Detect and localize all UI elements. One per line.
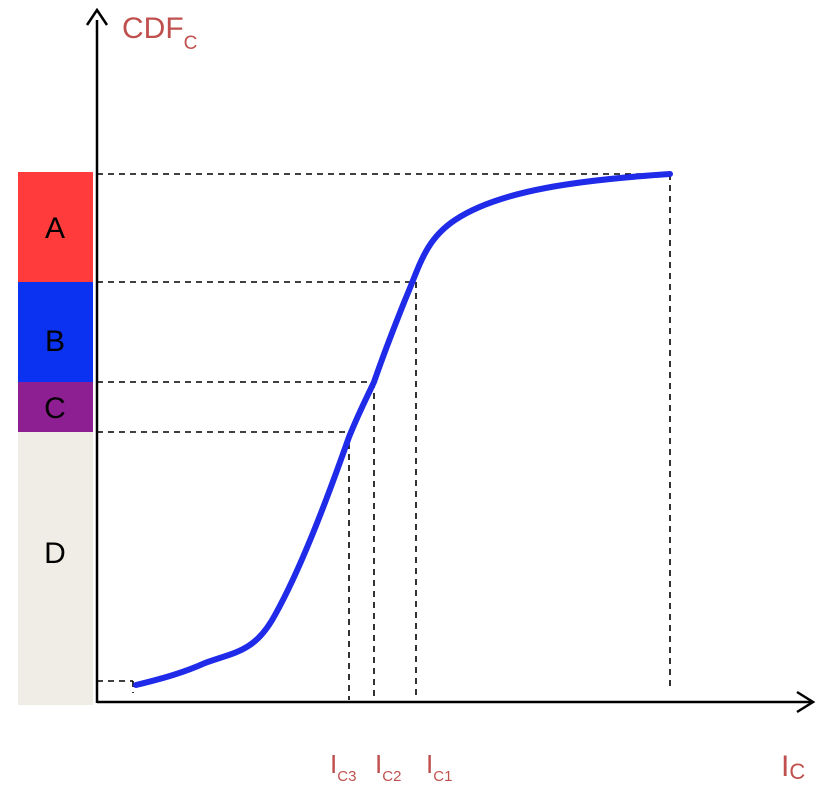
band-b-label: B — [45, 325, 65, 358]
x-axis-label-sub: C — [789, 759, 805, 784]
band-b — [18, 282, 93, 382]
threshold-c1-sub: C1 — [433, 768, 452, 785]
band-c-label: C — [44, 392, 66, 425]
y-axis-arrowhead — [85, 7, 109, 26]
band-d-label: D — [44, 537, 66, 570]
threshold-label-c2: IC2 — [375, 749, 401, 785]
band-d — [18, 432, 93, 705]
threshold-c1-main: I — [426, 749, 433, 779]
y-axis-label-sub: C — [184, 33, 198, 54]
threshold-label-c1: IC1 — [426, 749, 452, 785]
band-a — [18, 172, 93, 282]
x-axis-label-main: I — [781, 750, 789, 783]
band-c — [18, 382, 93, 432]
threshold-c2-sub: C2 — [382, 768, 401, 785]
y-axis-label: CDFC — [122, 12, 197, 54]
x-axis-label: IC — [781, 750, 805, 784]
x-axis-arrowhead — [796, 690, 816, 714]
threshold-c2-main: I — [375, 749, 382, 779]
threshold-c3-main: I — [330, 749, 337, 779]
y-axis-label-main: CDF — [122, 12, 184, 45]
cdf-curve — [133, 171, 673, 688]
band-a-label: A — [45, 212, 65, 245]
threshold-c3-sub: C3 — [337, 768, 356, 785]
threshold-label-c3: IC3 — [330, 749, 356, 785]
